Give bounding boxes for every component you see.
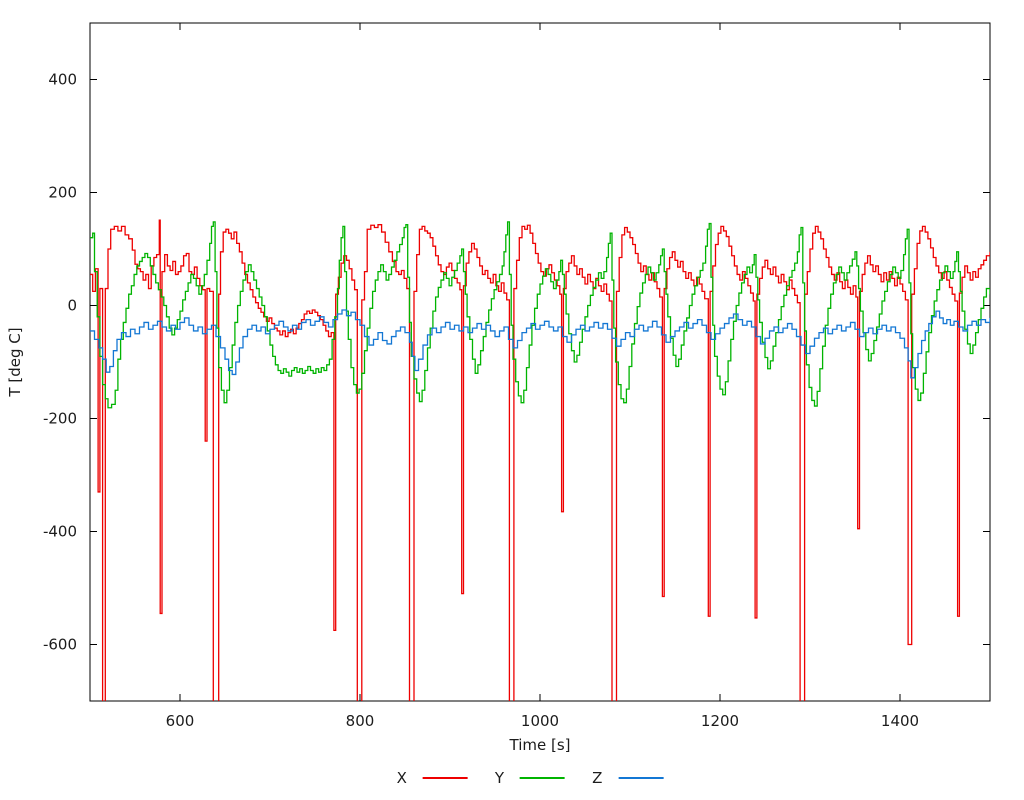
x-axis-title: Time [s] xyxy=(509,736,571,754)
x-tick-label: 600 xyxy=(166,712,195,730)
legend-item-y: Y xyxy=(494,769,566,787)
y-tick-label: 0 xyxy=(67,297,77,315)
plot-border xyxy=(89,22,991,702)
x-tick-label: 1000 xyxy=(521,712,559,730)
y-tick-label: -200 xyxy=(43,410,77,428)
legend-label-x: X xyxy=(396,769,407,787)
series-line-X xyxy=(90,219,990,701)
x-tick-label: 1400 xyxy=(881,712,919,730)
series-line-Z xyxy=(90,309,990,379)
y-tick-label: -600 xyxy=(43,636,77,654)
y-tick-label: 400 xyxy=(48,71,77,89)
legend: X Y Z xyxy=(397,769,664,787)
legend-item-z: Z xyxy=(592,769,664,787)
legend-line-sample-y xyxy=(520,777,566,779)
x-tick-label: 1200 xyxy=(701,712,739,730)
x-tick-label: 800 xyxy=(346,712,375,730)
legend-line-sample-z xyxy=(618,777,664,779)
legend-line-sample-x xyxy=(422,777,468,779)
series-line-Y xyxy=(90,221,990,409)
legend-item-x: X xyxy=(397,769,468,787)
y-tick-label: 200 xyxy=(48,184,77,202)
legend-label-z: Z xyxy=(592,769,603,787)
y-tick-label: -400 xyxy=(43,523,77,541)
legend-label-y: Y xyxy=(494,769,505,787)
y-axis-title: T [deg C] xyxy=(6,327,24,397)
